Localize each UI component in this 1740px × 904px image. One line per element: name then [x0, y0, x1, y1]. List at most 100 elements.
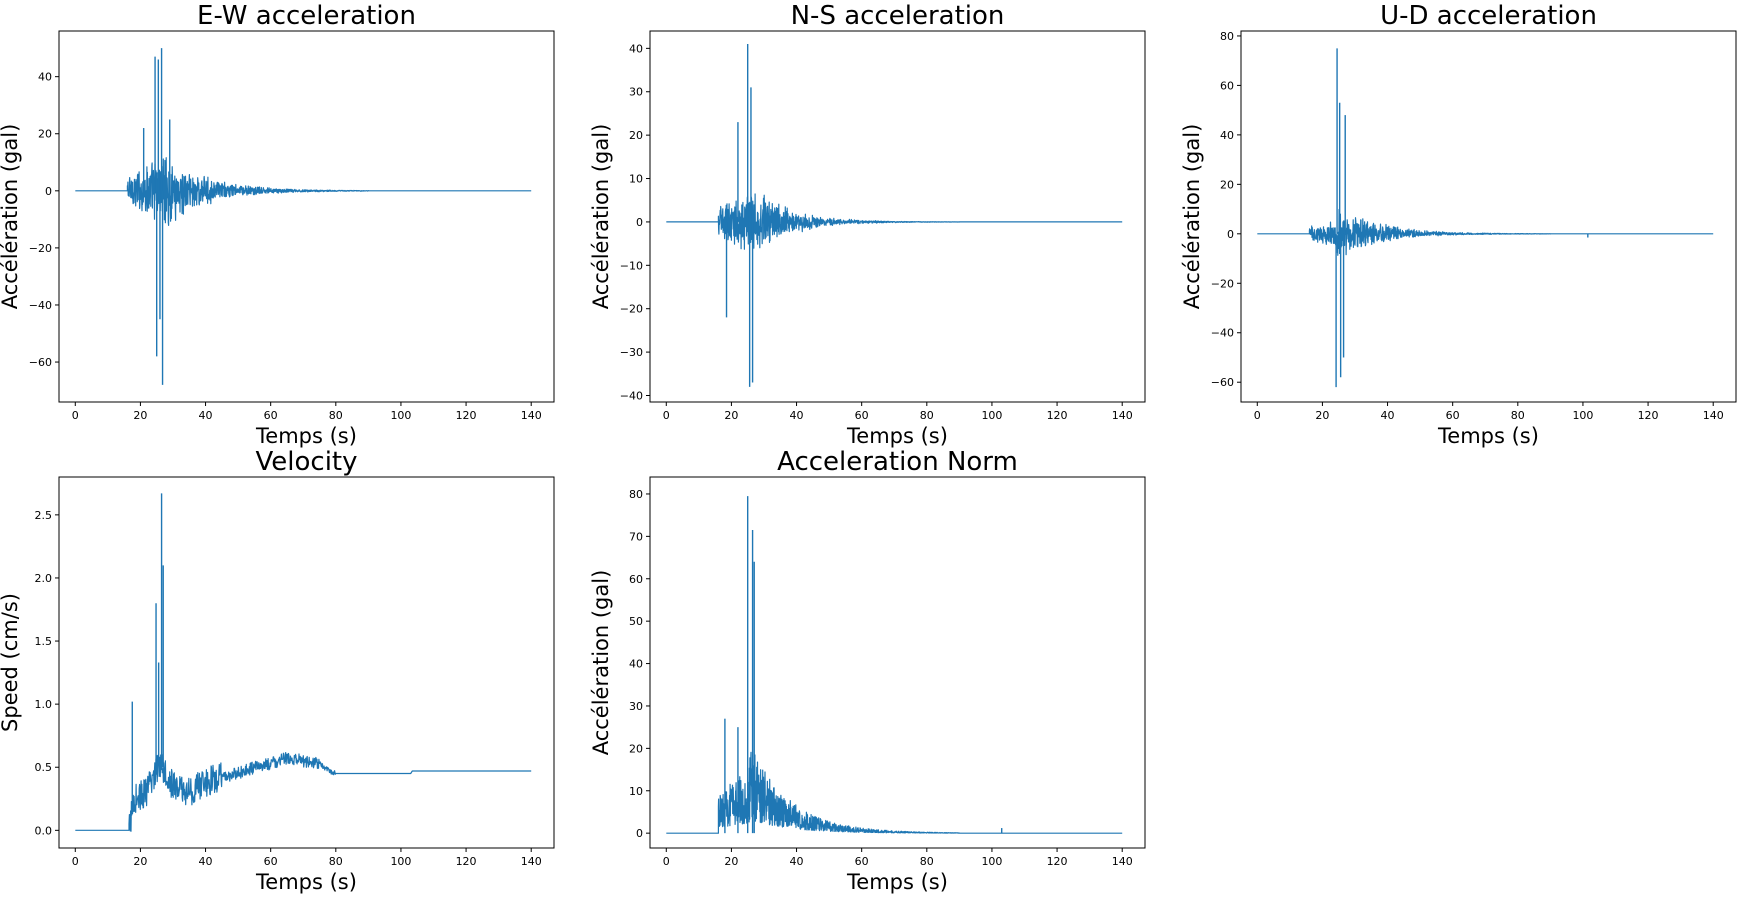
x-tick-label: 120 [1047, 409, 1068, 422]
x-tick-label: 140 [1703, 409, 1724, 422]
x-tick-label: 40 [199, 855, 213, 868]
y-tick-label: −30 [620, 346, 643, 359]
y-tick-label: 40 [629, 42, 643, 55]
y-axis-label: Speed (cm/s) [0, 593, 22, 732]
ud-acceleration-panel: 0 20 40 60 80 100 120 140 −60 −40 −20 0 20 40 60 80 U-D… [1180, 1, 1737, 448]
axes-frame [58, 476, 555, 849]
plot-area [666, 496, 1123, 834]
x-tick-label: 100 [981, 409, 1002, 422]
chart-title: N-S acceleration [791, 1, 1005, 31]
x-tick-label: 80 [329, 409, 343, 422]
plot-area [666, 44, 1123, 387]
y-tick-label: 40 [38, 71, 52, 84]
x-tick-label: 100 [390, 409, 411, 422]
x-tick-label: 80 [920, 855, 934, 868]
y-tick-label: 0 [45, 185, 52, 198]
x-tick-label: 140 [1112, 409, 1133, 422]
y-tick-label: −20 [620, 303, 643, 316]
x-axis-label: Temps (s) [255, 870, 357, 894]
y-tick-label: 0 [636, 216, 643, 229]
x-tick-label: 100 [981, 855, 1002, 868]
y-tick-label: 20 [629, 129, 643, 142]
tick-group: 0 20 40 60 80 100 120 140 0.0 0.5 1.0 1.5 2.0 2.5 [35, 509, 542, 868]
y-tick-label: 60 [1220, 79, 1234, 92]
plot-area [1257, 48, 1714, 388]
x-tick-label: 20 [1315, 409, 1329, 422]
x-tick-label: 60 [1446, 409, 1460, 422]
y-tick-label: 20 [629, 742, 643, 755]
y-tick-label: 80 [1220, 30, 1234, 43]
x-tick-label: 60 [855, 855, 869, 868]
x-axis-label: Temps (s) [846, 424, 948, 448]
y-tick-label: −20 [29, 242, 52, 255]
axes-frame [649, 476, 1146, 849]
x-tick-label: 60 [264, 409, 278, 422]
acceleration-norm-panel: 0 20 40 60 80 100 120 140 0 10 20 30 40 50 60 70 80 Acce… [589, 447, 1146, 894]
x-tick-label: 120 [456, 409, 477, 422]
y-tick-label: 20 [1220, 178, 1234, 191]
plot-area [75, 48, 532, 385]
x-tick-label: 100 [390, 855, 411, 868]
y-tick-label: −20 [1211, 277, 1234, 290]
x-tick-label: 20 [724, 855, 738, 868]
velocity-panel: 0 20 40 60 80 100 120 140 0.0 0.5 1.0 1.5 2.0 2.5 Vel… [0, 447, 555, 894]
x-axis-label: Temps (s) [1437, 424, 1539, 448]
x-tick-label: 40 [790, 409, 804, 422]
y-tick-label: 40 [1220, 129, 1234, 142]
y-tick-label: 30 [629, 700, 643, 713]
y-axis-label: Accélération (gal) [589, 124, 613, 310]
x-tick-label: 120 [456, 855, 477, 868]
y-axis-label: Accélération (gal) [1180, 124, 1204, 310]
y-tick-label: −40 [29, 299, 52, 312]
x-tick-label: 20 [133, 409, 147, 422]
y-axis-label: Accélération (gal) [589, 570, 613, 756]
x-tick-label: 20 [133, 855, 147, 868]
axes-frame [649, 30, 1146, 403]
axes-frame [58, 30, 555, 403]
y-tick-label: 0 [636, 827, 643, 840]
series-line [75, 157, 532, 226]
ns-acceleration-panel: 0 20 40 60 80 100 120 140−40−30−20−10010203040 … [589, 1, 1146, 448]
x-axis-label: Temps (s) [255, 424, 357, 448]
y-tick-label: 10 [629, 785, 643, 798]
y-tick-label: 20 [38, 128, 52, 141]
chart-title: E-W acceleration [197, 1, 416, 31]
x-tick-label: 20 [724, 409, 738, 422]
y-tick-label: −40 [1211, 327, 1234, 340]
x-tick-label: 100 [1572, 409, 1593, 422]
y-tick-label: 1.5 [35, 635, 53, 648]
y-tick-label: 0.0 [35, 824, 53, 837]
series-line [666, 193, 1123, 250]
x-tick-label: 80 [329, 855, 343, 868]
x-tick-label: 60 [855, 409, 869, 422]
x-tick-label: 0 [72, 409, 79, 422]
y-tick-label: 10 [629, 173, 643, 186]
y-axis-label: Accélération (gal) [0, 124, 22, 310]
x-tick-label: 80 [920, 409, 934, 422]
y-tick-label: 1.0 [35, 698, 53, 711]
y-tick-label: 50 [629, 615, 643, 628]
x-tick-label: 40 [199, 409, 213, 422]
y-tick-label: 80 [629, 488, 643, 501]
y-tick-label: −60 [1211, 376, 1234, 389]
x-tick-label: 0 [72, 855, 79, 868]
y-tick-label: −40 [620, 389, 643, 402]
x-tick-label: 120 [1638, 409, 1659, 422]
tick-group: 0 20 40 60 80 100 120 140 −40 −30 −20 −10 0 10 20 30 40 [620, 42, 1133, 422]
y-tick-label: 60 [629, 573, 643, 586]
series-line [666, 751, 1123, 834]
x-tick-label: 60 [264, 855, 278, 868]
plot-area [75, 493, 532, 832]
y-tick-label: 2.5 [35, 509, 53, 522]
x-tick-label: 140 [1112, 855, 1133, 868]
x-tick-label: 80 [1511, 409, 1525, 422]
x-tick-label: 40 [1381, 409, 1395, 422]
y-tick-label: −10 [620, 259, 643, 272]
chart-title: Acceleration Norm [777, 447, 1018, 477]
x-tick-label: 140 [521, 855, 542, 868]
chart-title: U-D acceleration [1380, 1, 1597, 31]
y-tick-label: 0 [1227, 228, 1234, 241]
tick-group: 0 20 40 60 80 100 120 140 −60 −40 −20 0 20 40 [29, 71, 542, 422]
y-tick-label: 40 [629, 658, 643, 671]
